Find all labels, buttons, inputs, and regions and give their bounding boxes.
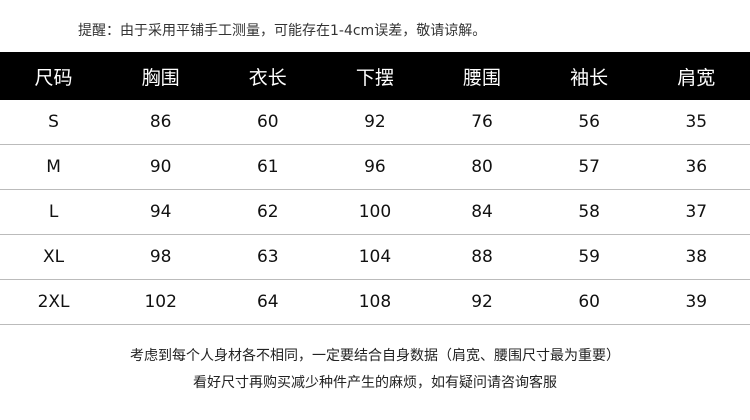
table-cell: 90: [149, 157, 172, 177]
table-cell: 62: [256, 202, 279, 222]
table-cell: 57: [578, 157, 600, 177]
table-cell: 92: [471, 292, 493, 312]
table-cell: L: [48, 202, 59, 222]
table-row: XL 98 63 104 88 59 38: [0, 235, 750, 280]
table-cell: 61: [256, 157, 279, 177]
table-row: 2XL 102 64 108 92 60 39: [0, 280, 750, 325]
footer-line: 看好尺寸再购买减少种件产生的麻烦，如有疑问请咨询客服: [193, 375, 557, 391]
measurement-note: 提醒：由于采用平铺手工测量，可能存在1-4cm误差，敬请谅解。: [78, 23, 487, 39]
table-cell: 76: [471, 112, 493, 132]
table-row: M 90 61 96 80 57 36: [0, 145, 750, 190]
table-cell: 39: [685, 292, 708, 312]
table-cell: 38: [685, 247, 708, 267]
table-cell: 108: [358, 292, 392, 312]
table-cell: XL: [43, 247, 65, 267]
table-cell: 35: [685, 112, 708, 132]
table-cell: 84: [471, 202, 493, 222]
table-cell: 36: [685, 157, 708, 177]
table-cell: 59: [578, 247, 600, 267]
table-cell: 80: [471, 157, 493, 177]
column-header: 尺码: [34, 66, 73, 89]
column-header: 胸围: [141, 66, 180, 89]
table-cell: 92: [364, 112, 386, 132]
table-cell: 94: [149, 202, 172, 222]
table-cell: 104: [358, 247, 392, 267]
footer-line: 考虑到每个人身材各不相同，一定要结合自身数据（肩宽、腰围尺寸最为重要）: [130, 348, 620, 364]
table-cell: 2XL: [37, 292, 70, 312]
table-cell: 58: [578, 202, 600, 222]
table-row: S 86 60 92 76 56 35: [0, 100, 750, 145]
table-cell: 64: [256, 292, 279, 312]
table-cell: M: [46, 157, 61, 177]
table-row: L 94 62 100 84 58 37: [0, 190, 750, 235]
header-row: 尺码 胸围 衣长 下摆 腰围 袖长 肩宽: [0, 52, 750, 100]
table-cell: 88: [471, 247, 493, 267]
column-header: 下摆: [355, 66, 394, 89]
table-cell: 37: [685, 202, 708, 222]
table-cell: 56: [578, 112, 600, 132]
table-cell: 60: [256, 112, 279, 132]
table-cell: 100: [358, 202, 392, 222]
table-cell: 98: [149, 247, 172, 267]
table-cell: 60: [578, 292, 600, 312]
column-header: 腰围: [463, 66, 502, 89]
table-cell: 96: [364, 157, 386, 177]
table-cell: 63: [256, 247, 279, 267]
table-cell: S: [48, 112, 59, 132]
column-header: 衣长: [248, 66, 287, 89]
size-table: 尺码 胸围 衣长 下摆 腰围 袖长 肩宽 S 86 60 92 76 56 35 M 90 61 96 80 57 36…: [0, 52, 750, 325]
table-cell: 102: [144, 292, 177, 312]
table-cell: 86: [149, 112, 172, 132]
column-header: 袖长: [570, 66, 609, 89]
column-header: 肩宽: [677, 66, 716, 89]
